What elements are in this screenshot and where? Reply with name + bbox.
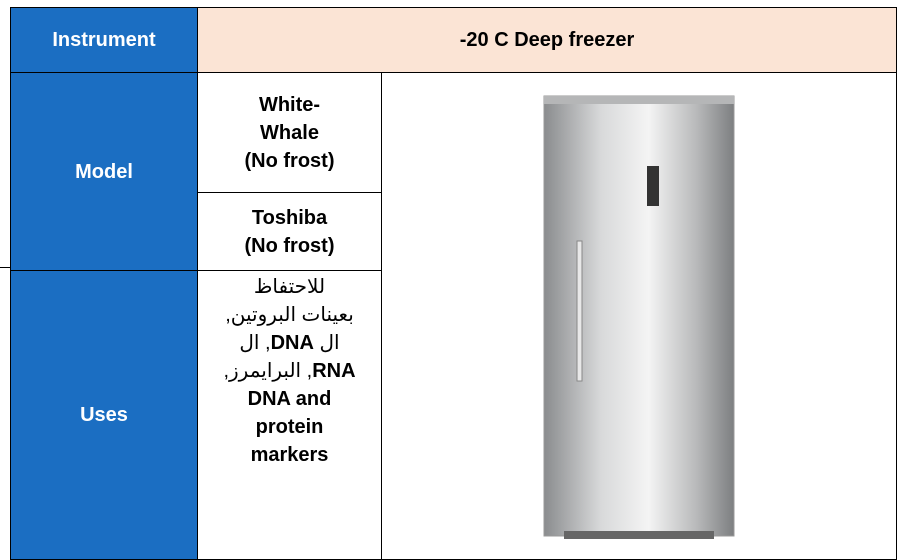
page: Instrument -20 C Deep freezer Model Whit…	[0, 7, 897, 560]
display	[647, 166, 659, 206]
uses-line: ال DNA, ال	[239, 329, 339, 357]
freezer-top	[544, 96, 734, 104]
base	[564, 531, 714, 539]
uses-line: markers	[251, 441, 329, 469]
model-line: (No frost)	[244, 234, 335, 257]
uses-line: protein	[256, 413, 324, 441]
uses-line: للاحتفاظ	[254, 273, 325, 301]
uses-text: للاحتفاظ بعينات البروتين, ال DNA, ال RNA, ا…	[197, 270, 382, 560]
uses-segment: بعينات البروتين,	[225, 304, 354, 326]
uses-segment: DNA	[270, 332, 314, 354]
uses-segment: , البرايمرز,	[223, 360, 313, 382]
uses-segment: ال	[313, 332, 340, 354]
uses-segment: DNA and	[247, 388, 332, 410]
freezer-image	[543, 95, 735, 539]
uses-segment: RNA	[312, 360, 356, 382]
model-line: (No frost)	[244, 149, 335, 172]
uses-segment: للاحتفاظ	[253, 276, 326, 298]
header-label: Instrument	[10, 7, 198, 73]
model-item: White- Whale (No frost)	[197, 72, 382, 193]
model-line: Whale	[260, 121, 319, 144]
model-line: White-	[258, 93, 321, 116]
model-label: Model	[10, 72, 198, 271]
header-value: -20 C Deep freezer	[197, 7, 897, 73]
uses-segment: , ال	[239, 332, 271, 354]
uses-line: بعينات البروتين,	[225, 301, 354, 329]
uses-line: RNA, البرايمرز,	[223, 357, 355, 385]
uses-segment: markers	[250, 444, 329, 466]
uses-line: DNA and	[248, 385, 332, 413]
model-line: Toshiba	[251, 206, 328, 229]
uses-segment: protein	[255, 416, 324, 438]
handle	[576, 240, 583, 382]
model-item: Toshiba (No frost)	[197, 192, 382, 271]
image-cell	[381, 72, 897, 560]
left-rule	[0, 267, 10, 268]
uses-label: Uses	[10, 270, 198, 560]
freezer-body	[543, 95, 735, 537]
